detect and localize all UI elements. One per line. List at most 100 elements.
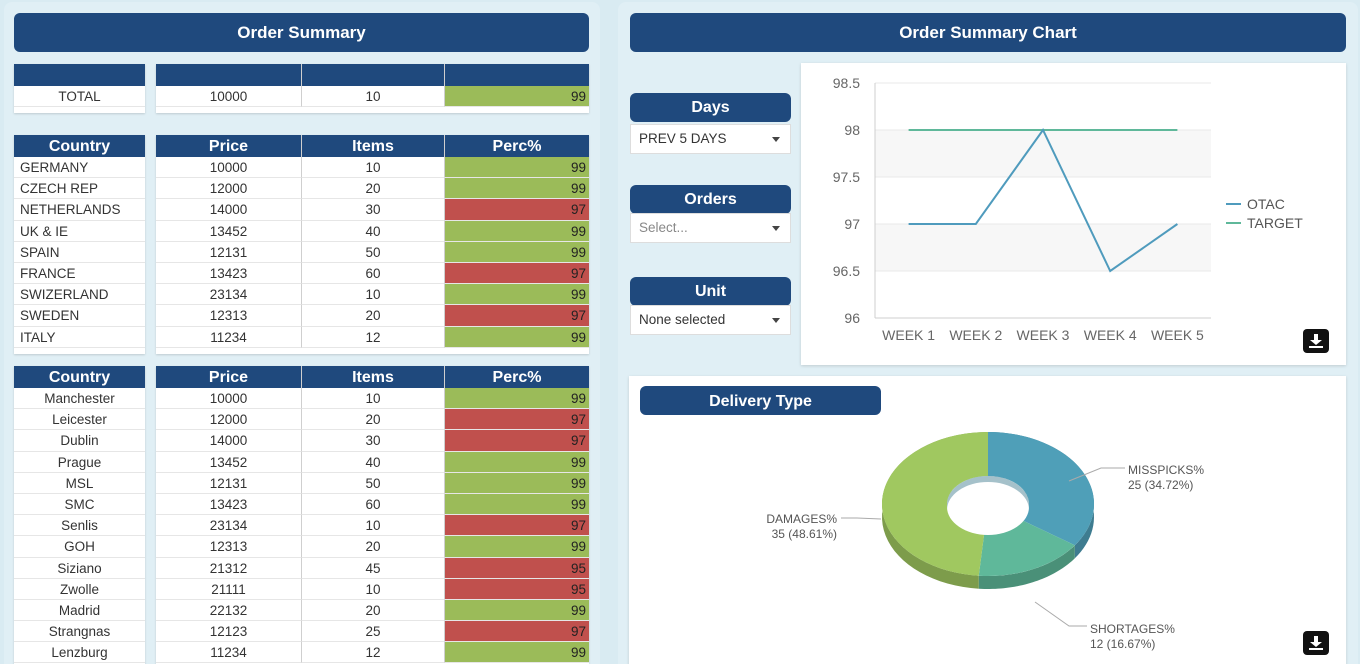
items-header: Items <box>302 366 445 388</box>
table-row: 13423 60 97 <box>156 262 589 285</box>
row-price: 23134 <box>156 284 302 306</box>
row-perc: 99 <box>445 599 589 622</box>
order-summary-title: Order Summary <box>14 13 589 52</box>
total-price: 10000 <box>156 86 302 108</box>
slice-label: SHORTAGES% <box>1090 622 1175 636</box>
row-name: Lenzburg <box>14 642 145 664</box>
slice-label: MISSPICKS% <box>1128 463 1204 477</box>
table-row: 21111 10 95 <box>156 578 589 600</box>
row-items: 10 <box>302 284 445 306</box>
row-price: 12000 <box>156 178 302 200</box>
x-tick-label: WEEK 1 <box>882 327 935 343</box>
row-perc: 99 <box>445 472 589 494</box>
y-tick-label: 96 <box>844 310 860 326</box>
country-header: Country <box>14 135 145 157</box>
row-perc: 97 <box>445 199 589 221</box>
total-items-header <box>302 64 445 86</box>
table-row: 12123 25 97 <box>156 621 589 643</box>
total-label: TOTAL <box>14 86 145 108</box>
table-row: 14000 30 97 <box>156 430 589 452</box>
download-icon[interactable] <box>1303 631 1329 655</box>
table-row: 12000 20 97 <box>156 409 589 431</box>
total-label-block: TOTAL <box>14 64 145 113</box>
row-perc: 97 <box>445 621 589 643</box>
row-items: 10 <box>302 578 445 600</box>
total-price-header <box>156 64 302 86</box>
row-items: 12 <box>302 642 445 664</box>
x-tick-label: WEEK 3 <box>1017 327 1070 343</box>
row-perc: 97 <box>445 262 589 285</box>
legend-label: TARGET <box>1247 215 1303 231</box>
row-price: 14000 <box>156 430 302 452</box>
row-items: 10 <box>302 515 445 537</box>
row-items: 20 <box>302 599 445 622</box>
y-tick-label: 97.5 <box>833 169 860 185</box>
row-name: Strangnas <box>14 621 145 643</box>
table-row: 23134 10 99 <box>156 284 589 306</box>
row-price: 10000 <box>156 388 302 410</box>
total-header-blank <box>14 64 145 86</box>
unit-select[interactable]: None selected <box>630 305 791 335</box>
row-price: 22132 <box>156 599 302 622</box>
slice-shortages[interactable] <box>978 520 1075 576</box>
total-perc-header <box>445 64 589 86</box>
row-price: 14000 <box>156 199 302 221</box>
otac-line-chart: 96 96.5 97 97.5 98 98.5 WEEK 1 WEEK 2 WEEK 3 WEEK… <box>833 75 1303 343</box>
table-row: 13452 40 99 <box>156 451 589 473</box>
series-line-otac <box>908 128 1178 273</box>
slice-misspicks[interactable] <box>988 432 1094 546</box>
grid-band <box>875 130 1211 177</box>
total-items: 10 <box>302 86 445 108</box>
table-row: 10000 10 99 <box>156 388 589 410</box>
row-name: GERMANY <box>14 157 145 179</box>
row-perc: 97 <box>445 515 589 537</box>
row-name: Dublin <box>14 430 145 452</box>
slice-value: 12 (16.67%) <box>1090 637 1155 651</box>
row-items: 40 <box>302 220 445 242</box>
row-items: 20 <box>302 409 445 431</box>
download-icon[interactable] <box>1303 329 1329 353</box>
y-tick-label: 96.5 <box>833 263 860 279</box>
row-price: 13423 <box>156 493 302 516</box>
row-price: 12123 <box>156 621 302 643</box>
row-price: 12000 <box>156 409 302 431</box>
row-perc: 95 <box>445 557 589 579</box>
row-name: MSL <box>14 473 145 494</box>
table-row: 12131 50 99 <box>156 241 589 263</box>
slice-label: DAMAGES% <box>766 512 837 526</box>
site-table-values: Price Items Perc% 10000 10 99 12000 20 97 1400… <box>156 366 589 664</box>
row-perc: 99 <box>445 493 589 516</box>
row-items: 30 <box>302 199 445 221</box>
leader-line <box>1068 467 1125 482</box>
row-price: 21111 <box>156 578 302 600</box>
slice-damages[interactable] <box>882 432 988 576</box>
country-table-values: Price Items Perc% 10000 10 99 12000 20 99 1400… <box>156 135 589 354</box>
x-tick-label: WEEK 2 <box>949 327 1002 343</box>
row-items: 60 <box>302 493 445 516</box>
total-perc: 99 <box>445 86 589 108</box>
row-perc: 99 <box>445 642 589 664</box>
row-price: 11234 <box>156 326 302 348</box>
days-select[interactable]: PREV 5 DAYS <box>630 124 791 154</box>
table-row: 10000 10 99 <box>156 157 589 179</box>
orders-select[interactable]: Select... <box>630 213 791 243</box>
row-name: GOH <box>14 536 145 558</box>
row-perc: 99 <box>445 284 589 306</box>
table-row: 14000 30 97 <box>156 199 589 221</box>
row-name: Madrid <box>14 600 145 622</box>
legend-label: OTAC <box>1247 196 1285 212</box>
slice-value: 25 (34.72%) <box>1128 478 1193 492</box>
row-price: 10000 <box>156 157 302 179</box>
row-name: UK & IE <box>14 221 145 242</box>
row-price: 12131 <box>156 472 302 494</box>
row-price: 21312 <box>156 557 302 579</box>
row-perc: 95 <box>445 578 589 600</box>
table-row: 13423 60 99 <box>156 493 589 516</box>
row-price: 12313 <box>156 536 302 558</box>
line-chart-card: 96 96.5 97 97.5 98 98.5 WEEK 1 WEEK 2 WEEK 3 WEEK… <box>801 63 1346 365</box>
row-price: 13452 <box>156 220 302 242</box>
download-glyph <box>1309 636 1323 650</box>
y-tick-label: 98.5 <box>833 75 860 91</box>
country-table-names: Country GERMANY CZECH REP NETHERLANDS UK & … <box>14 135 145 354</box>
row-items: 20 <box>302 536 445 558</box>
